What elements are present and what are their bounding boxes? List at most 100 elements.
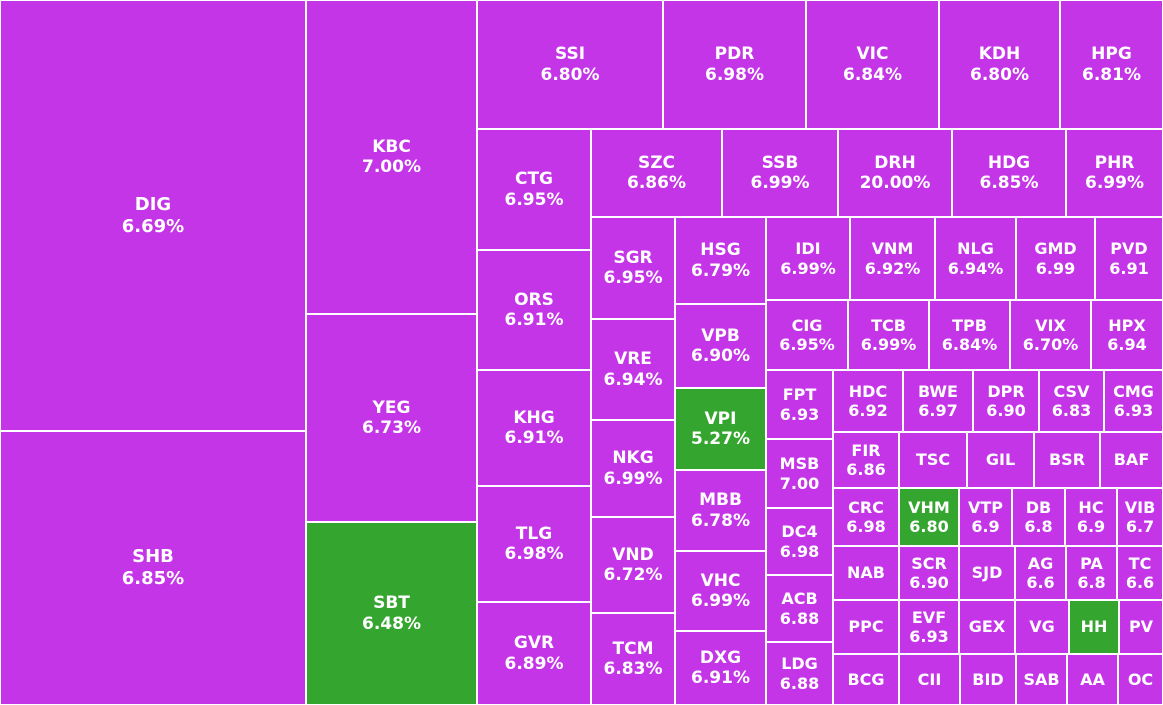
tile-ticker: PV — [1128, 617, 1154, 637]
tile-gvr[interactable]: GVR 6.89% — [477, 602, 591, 705]
tile-ticker: AA — [1080, 669, 1105, 689]
tile-mbb[interactable]: MBB 6.78% — [675, 470, 766, 551]
tile-baf[interactable]: BAF — [1100, 432, 1163, 488]
tile-vtp[interactable]: VTP 6.9 — [959, 488, 1012, 546]
tile-ticker: OC — [1127, 669, 1154, 689]
tile-change-value: 6.98 — [779, 541, 820, 561]
tile-hc[interactable]: HC 6.9 — [1065, 488, 1117, 546]
tile-csv[interactable]: CSV 6.83 — [1039, 370, 1104, 432]
tile-scr[interactable]: SCR 6.90 — [899, 546, 959, 600]
tile-ppc[interactable]: PPC — [833, 600, 899, 654]
tile-hdc[interactable]: HDC 6.92 — [833, 370, 903, 432]
tile-ticker: SBT — [373, 593, 410, 614]
tile-ldg[interactable]: LDG 6.88 — [766, 642, 833, 705]
tile-ticker: TLG — [515, 523, 553, 544]
tile-change-value: 6.84% — [843, 64, 902, 85]
tile-bwe[interactable]: BWE 6.97 — [903, 370, 973, 432]
tile-tc[interactable]: TC 6.6 — [1117, 546, 1163, 600]
tile-cig[interactable]: CIG 6.95% — [766, 300, 848, 370]
tile-gex[interactable]: GEX — [959, 600, 1015, 654]
tile-nkg[interactable]: NKG 6.99% — [591, 420, 675, 517]
tile-sjd[interactable]: SJD — [959, 546, 1015, 600]
tile-pdr[interactable]: PDR 6.98% — [663, 0, 806, 129]
tile-oc[interactable]: OC — [1118, 654, 1163, 705]
tile-yeg[interactable]: YEG 6.73% — [306, 314, 477, 522]
tile-tcm[interactable]: TCM 6.83% — [591, 613, 675, 705]
tile-ssb[interactable]: SSB 6.99% — [722, 129, 838, 217]
tile-change-value: 6.80 — [909, 517, 949, 536]
tile-vhc[interactable]: VHC 6.99% — [675, 551, 766, 631]
tile-fpt[interactable]: FPT 6.93 — [766, 370, 833, 439]
tile-kdh[interactable]: KDH 6.80% — [939, 0, 1060, 129]
tile-vic[interactable]: VIC 6.84% — [806, 0, 939, 129]
tile-tpb[interactable]: TPB 6.84% — [929, 300, 1010, 370]
tile-ticker: PVD — [1110, 239, 1148, 259]
tile-pvd[interactable]: PVD 6.91 — [1095, 217, 1163, 300]
tile-sbt[interactable]: SBT 6.48% — [306, 522, 477, 705]
tile-cii[interactable]: CII — [899, 654, 960, 705]
tile-idi[interactable]: IDI 6.99% — [766, 217, 850, 300]
tile-gmd[interactable]: GMD 6.99 — [1016, 217, 1095, 300]
tile-vre[interactable]: VRE 6.94% — [591, 319, 675, 420]
tile-dpr[interactable]: DPR 6.90 — [973, 370, 1039, 432]
tile-drh[interactable]: DRH 20.00% — [838, 129, 952, 217]
tile-dc4[interactable]: DC4 6.98 — [766, 508, 833, 575]
tile-tcb[interactable]: TCB 6.99% — [848, 300, 929, 370]
tile-nab[interactable]: NAB — [833, 546, 899, 600]
tile-vpb[interactable]: VPB 6.90% — [675, 304, 766, 388]
tile-vix[interactable]: VIX 6.70% — [1010, 300, 1091, 370]
tile-nlg[interactable]: NLG 6.94% — [935, 217, 1016, 300]
tile-sgr[interactable]: SGR 6.95% — [591, 217, 675, 319]
tile-bsr[interactable]: BSR — [1034, 432, 1100, 488]
tile-vnm[interactable]: VNM 6.92% — [850, 217, 935, 300]
tile-gil[interactable]: GIL — [967, 432, 1034, 488]
tile-pa[interactable]: PA 6.8 — [1066, 546, 1117, 600]
tile-vg[interactable]: VG — [1015, 600, 1069, 654]
tile-change-value: 6.9 — [1076, 517, 1106, 536]
tile-change-value: 6.90 — [909, 573, 949, 592]
tile-hsg[interactable]: HSG 6.79% — [675, 217, 766, 304]
tile-vhm[interactable]: VHM 6.80 — [899, 488, 959, 546]
tile-dxg[interactable]: DXG 6.91% — [675, 631, 766, 705]
tile-pv[interactable]: PV — [1119, 600, 1163, 654]
tile-change-value: 6.89% — [504, 653, 564, 674]
tile-change-value: 6.86% — [627, 173, 686, 193]
tile-hh[interactable]: HH — [1069, 600, 1119, 654]
tile-ticker: VPB — [701, 325, 740, 346]
tile-change-value: 6.97 — [918, 401, 958, 420]
tile-ctg[interactable]: CTG 6.95% — [477, 129, 591, 250]
tile-ticker: VIB — [1124, 497, 1156, 517]
tile-db[interactable]: DB 6.8 — [1012, 488, 1065, 546]
tile-shb[interactable]: SHB 6.85% — [0, 431, 306, 705]
tile-bcg[interactable]: BCG — [833, 654, 899, 705]
tile-hpg[interactable]: HPG 6.81% — [1060, 0, 1163, 129]
tile-kbc[interactable]: KBC 7.00% — [306, 0, 477, 314]
tile-acb[interactable]: ACB 6.88 — [766, 575, 833, 642]
tile-ssi[interactable]: SSI 6.80% — [477, 0, 663, 129]
tile-change-value: 6.78% — [691, 510, 750, 531]
tile-vib[interactable]: VIB 6.7 — [1117, 488, 1163, 546]
tile-sab[interactable]: SAB — [1016, 654, 1067, 705]
tile-vpi[interactable]: VPI 5.27% — [675, 388, 766, 470]
tile-ticker: IDI — [795, 239, 821, 259]
tile-ag[interactable]: AG 6.6 — [1015, 546, 1066, 600]
tile-fir[interactable]: FIR 6.86 — [833, 432, 899, 488]
tile-khg[interactable]: KHG 6.91% — [477, 370, 591, 486]
tile-tsc[interactable]: TSC — [899, 432, 967, 488]
tile-vnd[interactable]: VND 6.72% — [591, 517, 675, 613]
tile-tlg[interactable]: TLG 6.98% — [477, 486, 591, 602]
tile-crc[interactable]: CRC 6.98 — [833, 488, 899, 546]
tile-evf[interactable]: EVF 6.93 — [899, 600, 959, 654]
tile-hpx[interactable]: HPX 6.94 — [1091, 300, 1163, 370]
tile-msb[interactable]: MSB 7.00 — [766, 439, 833, 508]
tile-dig[interactable]: DIG 6.69% — [0, 0, 306, 431]
tile-bid[interactable]: BID — [960, 654, 1016, 705]
tile-hdg[interactable]: HDG 6.85% — [952, 129, 1066, 217]
tile-aa[interactable]: AA — [1067, 654, 1118, 705]
tile-cmg[interactable]: CMG 6.93 — [1104, 370, 1163, 432]
tile-phr[interactable]: PHR 6.99% — [1066, 129, 1163, 217]
tile-ticker: SZC — [637, 152, 676, 173]
tile-ors[interactable]: ORS 6.91% — [477, 250, 591, 370]
tile-szc[interactable]: SZC 6.86% — [591, 129, 722, 217]
tile-ticker: VHM — [908, 497, 950, 517]
